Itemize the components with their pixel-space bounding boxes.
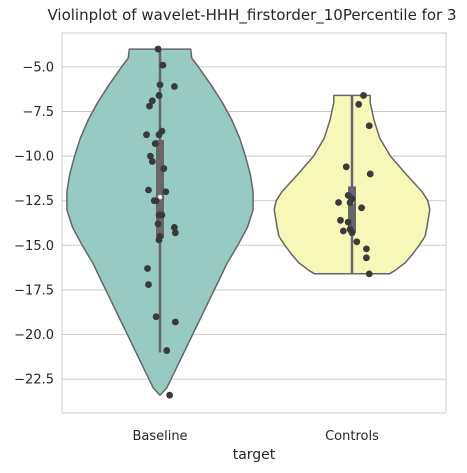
y-tick-label: −7.5	[22, 105, 54, 120]
chart-title: Violinplot of wavelet-HHH_firstorder_10P…	[47, 6, 456, 25]
data-point	[365, 122, 373, 130]
y-tick-label: −15.0	[14, 239, 54, 254]
data-point	[160, 165, 168, 172]
data-point	[146, 102, 153, 110]
data-point	[163, 347, 171, 354]
data-point	[346, 199, 354, 206]
y-tick-label: −10.0	[14, 150, 54, 165]
data-point	[152, 313, 160, 321]
data-point	[144, 265, 151, 272]
data-point	[158, 211, 166, 219]
data-point	[344, 218, 352, 226]
data-point	[159, 61, 167, 69]
x-axis-label: target	[233, 447, 276, 463]
data-point	[154, 45, 162, 53]
data-point	[339, 227, 347, 235]
data-point	[171, 224, 178, 231]
data-point	[337, 216, 344, 224]
data-point	[166, 391, 174, 399]
iqr-box	[156, 140, 164, 239]
plot-frame	[61, 32, 447, 414]
y-tick-label: −12.5	[14, 194, 54, 209]
data-point	[145, 186, 152, 194]
data-point	[145, 281, 152, 288]
data-point	[155, 131, 163, 139]
median-marker	[157, 194, 163, 200]
y-tick-label: −20.0	[14, 328, 54, 343]
y-tick-label: −22.5	[14, 373, 54, 388]
data-point	[335, 199, 342, 206]
data-point	[363, 245, 370, 253]
data-point	[148, 97, 156, 105]
data-point	[143, 131, 150, 139]
data-point	[156, 81, 164, 89]
data-point	[155, 236, 163, 244]
y-tick-label: −17.5	[14, 283, 54, 298]
data-point	[363, 254, 370, 262]
data-point	[353, 238, 361, 246]
data-point	[152, 197, 160, 205]
data-point	[355, 100, 363, 108]
data-point	[365, 270, 373, 278]
x-tick-label: Controls	[325, 429, 379, 444]
data-point	[148, 158, 156, 165]
data-point	[162, 188, 170, 196]
data-point	[171, 318, 179, 326]
data-point	[155, 92, 163, 99]
iqr-box	[348, 186, 356, 233]
data-point	[171, 83, 178, 90]
data-point	[348, 229, 356, 237]
data-point	[366, 170, 374, 178]
data-point	[147, 152, 154, 160]
data-point	[171, 229, 179, 237]
data-point	[154, 220, 162, 228]
y-tick-label: −5.0	[22, 60, 54, 75]
data-point	[151, 140, 159, 148]
data-point	[342, 163, 350, 171]
x-tick-label: Baseline	[132, 429, 187, 444]
data-point	[360, 92, 367, 99]
data-point	[358, 204, 365, 212]
